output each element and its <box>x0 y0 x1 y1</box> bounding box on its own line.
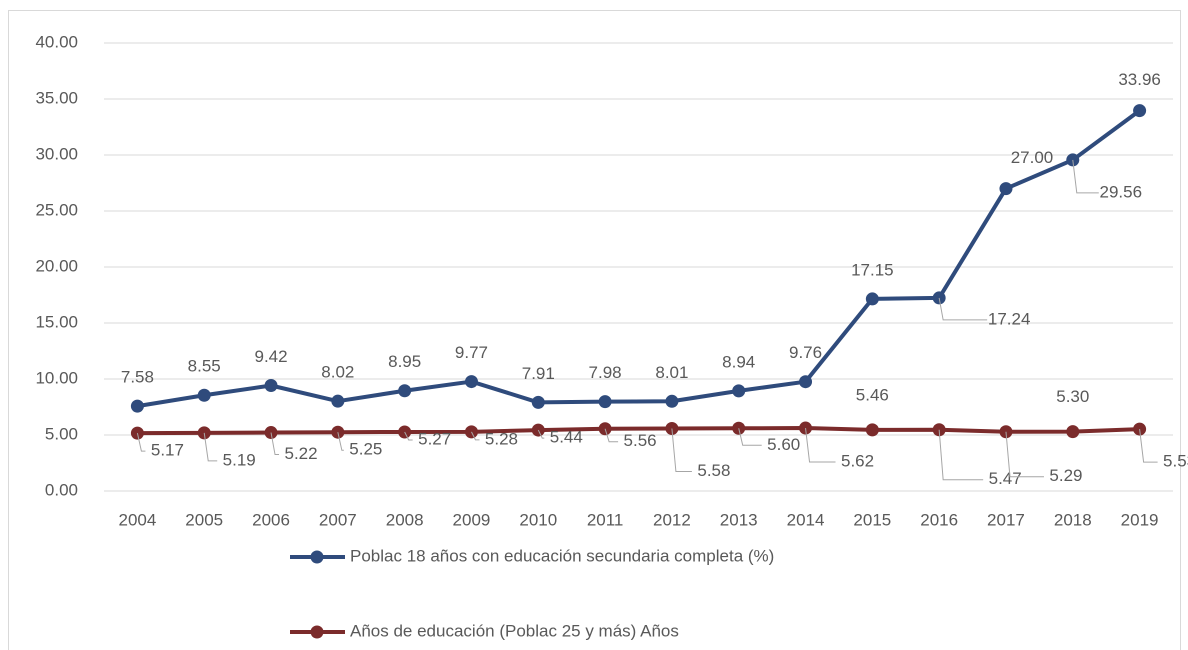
leader-line <box>404 431 413 441</box>
data-label: 27.00 <box>1011 148 1054 167</box>
leader-line <box>671 428 692 473</box>
series-point <box>331 394 345 408</box>
y-tick-label: 5.00 <box>45 424 78 443</box>
leader-line <box>1139 429 1158 463</box>
x-tick-label: 2010 <box>519 510 557 529</box>
data-label: 9.42 <box>254 347 287 366</box>
legend-marker <box>310 550 324 564</box>
data-label: 7.91 <box>522 364 555 383</box>
x-tick-label: 2015 <box>853 510 891 529</box>
series-point <box>865 423 879 437</box>
leader-line <box>1072 159 1099 194</box>
data-label: 5.17 <box>151 441 184 460</box>
data-label: 5.56 <box>624 431 657 450</box>
leader-line <box>537 429 545 439</box>
data-label: 29.56 <box>1100 182 1143 201</box>
data-label: 7.58 <box>121 368 154 387</box>
series-point <box>464 375 478 389</box>
data-label: 5.62 <box>841 452 874 471</box>
series-point <box>197 388 211 402</box>
data-label: 9.77 <box>455 343 488 362</box>
data-label: 8.94 <box>722 352 755 371</box>
y-tick-label: 40.00 <box>35 32 78 51</box>
series-point <box>665 394 679 408</box>
y-tick-label: 35.00 <box>35 88 78 107</box>
data-label: 17.15 <box>851 260 894 279</box>
data-label: 5.25 <box>349 440 382 459</box>
y-tick-label: 25.00 <box>35 200 78 219</box>
x-tick-label: 2005 <box>185 510 223 529</box>
series-line <box>137 426 1140 436</box>
data-label: 17.24 <box>988 309 1031 328</box>
leader-line <box>938 297 988 321</box>
data-label: 5.53 <box>1163 452 1188 471</box>
data-label: 8.95 <box>388 352 421 371</box>
x-tick-label: 2007 <box>319 510 357 529</box>
chart-border <box>8 10 1181 650</box>
data-label: 5.28 <box>485 429 518 448</box>
legend-label: Años de educación (Poblac 25 y más) Años <box>350 621 679 640</box>
leader-line <box>805 427 836 463</box>
series-point <box>130 399 144 413</box>
legend-marker <box>310 625 324 639</box>
series-point <box>1066 425 1080 439</box>
leader-line <box>1005 431 1044 478</box>
series-point <box>999 182 1013 196</box>
data-label: 5.46 <box>856 385 889 404</box>
data-label: 33.96 <box>1118 70 1161 89</box>
leader-line <box>136 432 146 452</box>
x-tick-label: 2012 <box>653 510 691 529</box>
x-tick-label: 2017 <box>987 510 1025 529</box>
y-tick-label: 0.00 <box>45 480 78 499</box>
data-label: 5.60 <box>767 435 800 454</box>
data-label: 8.02 <box>321 363 354 382</box>
data-label: 8.55 <box>188 357 221 376</box>
x-tick-label: 2009 <box>453 510 491 529</box>
series-line <box>137 109 1141 409</box>
series-point <box>398 384 412 398</box>
x-tick-label: 2006 <box>252 510 290 529</box>
x-tick-label: 2016 <box>920 510 958 529</box>
x-tick-label: 2004 <box>118 510 156 529</box>
legend-label: Poblac 18 años con educación secundaria … <box>350 546 774 565</box>
data-label: 7.98 <box>589 363 622 382</box>
series-point <box>1133 104 1147 118</box>
y-tick-label: 10.00 <box>35 368 78 387</box>
series-point <box>598 395 612 409</box>
series-point <box>531 395 545 409</box>
leader-line <box>337 432 344 451</box>
leader-line <box>471 431 480 441</box>
series-point <box>865 292 879 306</box>
y-tick-label: 30.00 <box>35 144 78 163</box>
data-label: 5.22 <box>284 444 317 463</box>
x-tick-label: 2008 <box>386 510 424 529</box>
x-tick-label: 2013 <box>720 510 758 529</box>
leader-line <box>738 428 762 446</box>
data-label: 5.44 <box>550 428 583 447</box>
data-label: 9.76 <box>789 343 822 362</box>
series-point <box>799 375 813 389</box>
leader-line <box>604 428 619 443</box>
y-tick-label: 15.00 <box>35 312 78 331</box>
data-label: 8.01 <box>655 363 688 382</box>
series-point <box>264 378 278 392</box>
x-tick-label: 2011 <box>587 510 624 529</box>
x-tick-label: 2018 <box>1054 510 1092 529</box>
data-label: 5.19 <box>223 450 256 469</box>
leader-line <box>270 432 280 456</box>
leader-line <box>938 429 984 481</box>
data-label: 5.47 <box>989 469 1022 488</box>
x-tick-label: 2019 <box>1121 510 1159 529</box>
leader-line <box>203 432 218 462</box>
data-label: 5.27 <box>418 429 451 448</box>
data-label: 5.58 <box>697 461 730 480</box>
y-tick-label: 20.00 <box>35 256 78 275</box>
series-point <box>732 384 746 398</box>
data-label: 5.29 <box>1049 466 1082 485</box>
data-label: 5.30 <box>1056 387 1089 406</box>
x-tick-label: 2014 <box>787 510 825 529</box>
